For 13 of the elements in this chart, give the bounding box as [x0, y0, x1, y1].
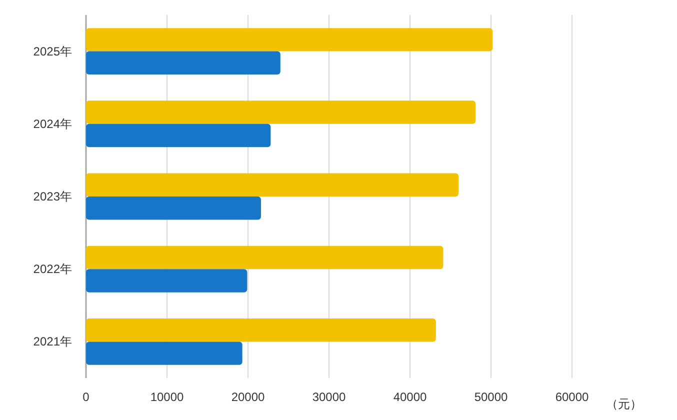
x-tick-label: 50000 [474, 390, 508, 404]
y-tick-label: 2021年 [33, 334, 72, 349]
x-axis-title: （元） [606, 397, 642, 411]
x-tick-label: 20000 [231, 390, 266, 404]
y-tick-label: 2023年 [33, 190, 72, 204]
x-tick-label: 40000 [393, 390, 428, 404]
x-tick-label: 30000 [312, 390, 346, 404]
x-tick-label: 60000 [555, 390, 590, 404]
x-tick-label: 10000 [150, 390, 184, 404]
x-tick-label: 0 [82, 390, 90, 404]
y-tick-label: 2022年 [33, 262, 72, 276]
y-tick-label: 2024年 [33, 116, 72, 131]
y-tick-label: 2025年 [33, 44, 72, 58]
